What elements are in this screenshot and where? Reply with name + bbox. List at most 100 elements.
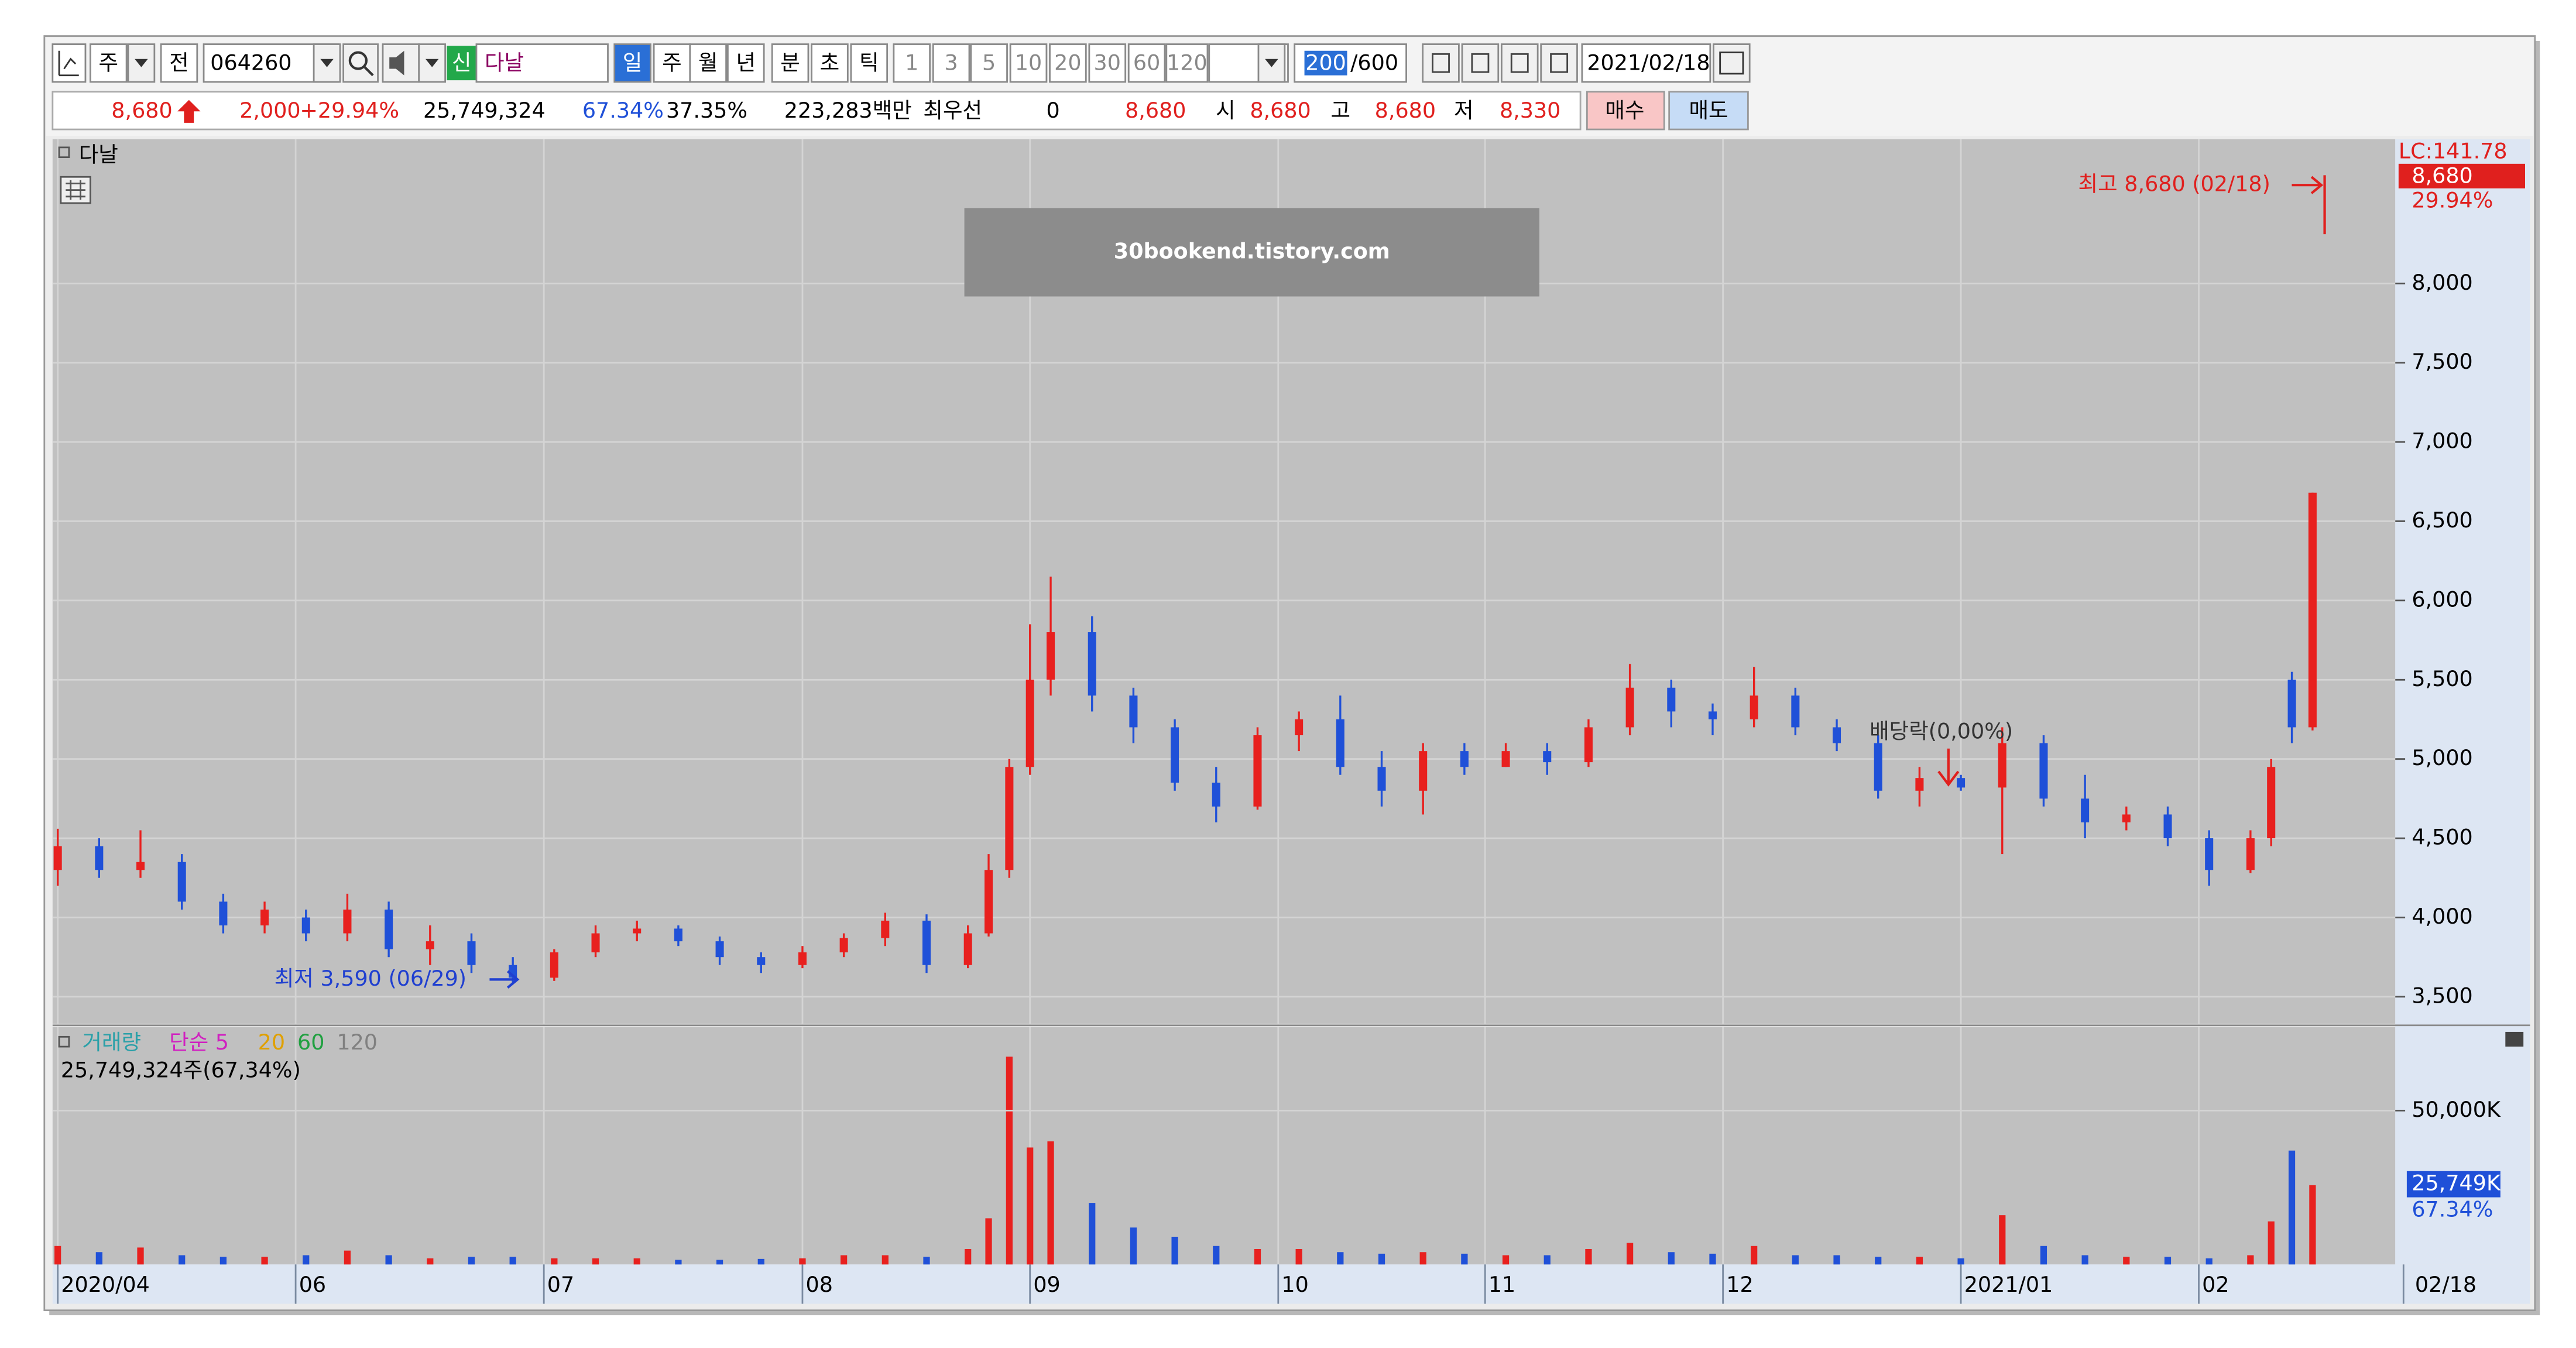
period-btn-label[interactable]: 틱 xyxy=(859,50,879,76)
x-tick-label: 2020/04 xyxy=(61,1272,150,1297)
calendar-glyph xyxy=(1719,52,1744,75)
period-btn[interactable] xyxy=(613,43,651,83)
sell-label[interactable]: 매도 xyxy=(1689,98,1728,123)
period-btn-label[interactable]: 주 xyxy=(662,50,682,76)
buy-label[interactable]: 매수 xyxy=(1605,98,1644,123)
annotation-arrow xyxy=(1937,748,1960,787)
volume-bar xyxy=(1130,1227,1137,1265)
chart-icon[interactable] xyxy=(52,43,87,83)
volume-bar xyxy=(1213,1246,1220,1265)
quote-field: 시 xyxy=(1216,98,1236,123)
count[interactable]: 200 xyxy=(1305,50,1346,76)
interval-btn[interactable] xyxy=(1165,43,1209,83)
interval-btn-label[interactable]: 20 xyxy=(1054,50,1081,76)
interval-btn-label[interactable]: 1 xyxy=(905,50,918,76)
tool-icon[interactable] xyxy=(1500,43,1539,83)
period-btn-label[interactable]: 년 xyxy=(736,50,756,76)
volume-bar xyxy=(633,1258,640,1265)
period-btn-label[interactable]: 월 xyxy=(698,50,718,76)
collapse-btn[interactable] xyxy=(2505,1031,2524,1047)
interval-btn[interactable] xyxy=(1127,43,1166,83)
interval-btn[interactable] xyxy=(1009,43,1048,83)
interval-btn-label[interactable]: 60 xyxy=(1133,50,1160,76)
candle-body xyxy=(1253,735,1262,807)
speaker-glyph xyxy=(389,50,404,76)
panel-title: 다날 xyxy=(79,142,118,167)
code[interactable]: 064260 xyxy=(210,50,291,76)
period-btn-label[interactable]: 초 xyxy=(820,50,840,76)
volume-bar xyxy=(1916,1257,1923,1265)
sell-btn[interactable] xyxy=(1668,91,1749,131)
period-type-label[interactable]: 주 xyxy=(98,50,118,76)
period-btn[interactable] xyxy=(653,43,691,83)
chart-icon-glyph xyxy=(58,50,79,77)
interval-btn[interactable] xyxy=(932,43,970,83)
buy-btn[interactable] xyxy=(1586,91,1665,131)
last-change: 29.94% xyxy=(2412,188,2493,213)
period-btn[interactable] xyxy=(850,43,889,83)
volume-bar xyxy=(1833,1255,1840,1265)
candle-body xyxy=(757,957,766,965)
candle-body xyxy=(550,952,558,978)
calendar-btn[interactable] xyxy=(1713,43,1751,83)
volume-bar xyxy=(923,1257,930,1265)
volume-bar xyxy=(1957,1258,1964,1265)
volume-bar xyxy=(2123,1257,2130,1265)
count-highlight xyxy=(1304,50,1347,76)
candle-body xyxy=(633,928,642,934)
period-btn[interactable] xyxy=(689,43,727,83)
date[interactable]: 2021/02/18 xyxy=(1587,50,1710,76)
adjust[interactable] xyxy=(160,43,198,83)
candle-body xyxy=(2287,680,2296,728)
period-btn[interactable] xyxy=(771,43,809,83)
volume-bar xyxy=(137,1247,144,1265)
volume-bar xyxy=(509,1257,516,1265)
interval-btn[interactable] xyxy=(1049,43,1087,83)
count-max: /600 xyxy=(1350,50,1398,76)
adjust-label[interactable]: 전 xyxy=(169,50,189,76)
candle-body xyxy=(385,909,393,949)
candle-body xyxy=(963,933,972,965)
candle-body xyxy=(1584,727,1593,763)
volume-bar xyxy=(1027,1147,1034,1265)
interval-btn-label[interactable]: 30 xyxy=(1094,50,1121,76)
search-btn[interactable] xyxy=(342,43,379,83)
volume-bar xyxy=(219,1257,227,1265)
new-badge-text: 신 xyxy=(452,50,472,76)
interval-btn-label[interactable]: 3 xyxy=(945,50,958,76)
volume-bar xyxy=(1668,1252,1675,1265)
dropdown[interactable] xyxy=(1257,43,1286,83)
interval-btn[interactable] xyxy=(970,43,1008,83)
tool-icon[interactable] xyxy=(1422,43,1460,83)
period-type[interactable] xyxy=(89,43,128,83)
interval-btn[interactable] xyxy=(893,43,931,83)
interval-btn[interactable] xyxy=(1088,43,1127,83)
period-btn-label[interactable]: 분 xyxy=(780,50,800,76)
name-input[interactable] xyxy=(475,43,609,83)
volume-bar xyxy=(2247,1255,2254,1265)
interval-btn-label[interactable]: 120 xyxy=(1167,50,1208,76)
volume-bar xyxy=(799,1258,806,1265)
tool-icon[interactable] xyxy=(1540,43,1578,83)
last-price: 8,680 xyxy=(2412,163,2472,188)
panel-icon xyxy=(58,1035,70,1048)
volume-bar xyxy=(427,1258,434,1265)
interval-btn-label[interactable]: 10 xyxy=(1015,50,1042,76)
candle-body xyxy=(2122,814,2131,823)
volume-bar xyxy=(2268,1221,2275,1265)
stock-name[interactable]: 다날 xyxy=(485,50,524,76)
search-glyph xyxy=(348,51,368,70)
period-btn[interactable] xyxy=(811,43,849,83)
candle-body xyxy=(674,928,682,942)
quote-field: 67.34% xyxy=(582,98,664,123)
period-btn-label[interactable]: 일 xyxy=(623,50,643,76)
interval-btn-label[interactable]: 5 xyxy=(982,50,996,76)
dropdown[interactable] xyxy=(418,43,447,83)
volume-bar xyxy=(551,1258,558,1265)
volume-bar xyxy=(261,1257,268,1265)
quote-field: +29.94% xyxy=(300,98,399,123)
quote-field: 8,330 xyxy=(1500,98,1560,123)
tool-icon[interactable] xyxy=(1461,43,1500,83)
period-btn[interactable] xyxy=(726,43,765,83)
date-input[interactable] xyxy=(1581,43,1711,83)
